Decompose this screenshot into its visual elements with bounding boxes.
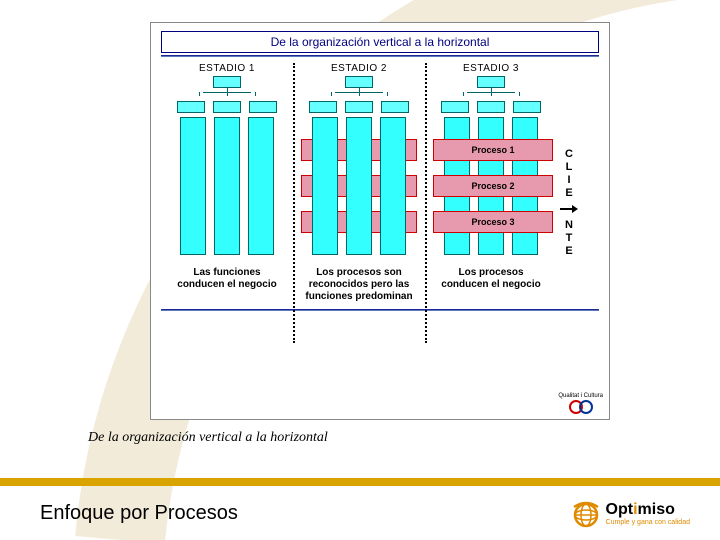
figure-caption: De la organización vertical a la horizon… xyxy=(88,430,328,446)
diagram-frame: De la organización vertical a la horizon… xyxy=(150,22,610,420)
cliente-letter: E xyxy=(565,187,572,200)
vertical-bar xyxy=(346,117,372,255)
tree-child xyxy=(345,101,373,113)
diagram-title: De la organización vertical a la horizon… xyxy=(161,31,599,53)
cliente-letter: L xyxy=(566,161,573,174)
brand-part1: Opt xyxy=(606,501,634,518)
tree-child xyxy=(513,101,541,113)
org-tree xyxy=(441,76,541,113)
stage-3: ESTADIO 3 Proceso 1Proceso 2Proceso 3Los… xyxy=(425,63,557,303)
cliente-letter: E xyxy=(565,245,572,258)
tree-child xyxy=(441,101,469,113)
org-tree xyxy=(309,76,409,113)
tree-root xyxy=(345,76,373,88)
vertical-bar xyxy=(214,117,240,255)
divider-top xyxy=(161,55,599,57)
brand-part2: miso xyxy=(638,501,675,518)
tree-child xyxy=(249,101,277,113)
stage-2: ESTADIO 2 Los procesos son reconocidos p… xyxy=(293,63,425,303)
tree-child xyxy=(309,101,337,113)
stage-label: ESTADIO 3 xyxy=(463,63,519,74)
process-band-2: Proceso 2 xyxy=(433,175,553,197)
stage-1: ESTADIO 1 Las funciones conducen el nego… xyxy=(161,63,293,303)
bars-area xyxy=(305,117,413,257)
tree-child xyxy=(177,101,205,113)
tree-root xyxy=(477,76,505,88)
divider-bottom xyxy=(161,309,599,311)
process-band-1: Proceso 1 xyxy=(433,139,553,161)
stage-caption: Los procesos son reconocidos pero las fu… xyxy=(304,267,414,303)
tree-child xyxy=(213,101,241,113)
footer-bar: Enfoque por Procesos Optimiso Cumple y g… xyxy=(0,486,720,540)
diagram-credit: Qualitat i Cultura xyxy=(558,393,603,417)
vertical-bar xyxy=(312,117,338,255)
vertical-bar xyxy=(180,117,206,255)
tree-child xyxy=(381,101,409,113)
brand-tagline: Cumple y gana con calidad xyxy=(606,519,690,526)
cliente-letter: N xyxy=(565,219,573,232)
bars-area: Proceso 1Proceso 2Proceso 3 xyxy=(437,117,545,257)
cliente-letter: T xyxy=(566,232,573,245)
tree-child xyxy=(477,101,505,113)
stage-label: ESTADIO 2 xyxy=(331,63,387,74)
optimiso-logo: Optimiso Cumple y gana con calidad xyxy=(570,497,690,529)
cliente-letter: I xyxy=(567,174,570,187)
org-tree xyxy=(177,76,277,113)
stage-caption: Las funciones conducen el negocio xyxy=(172,267,282,291)
footer-title: Enfoque por Procesos xyxy=(40,502,238,525)
arrow-right-icon xyxy=(560,201,578,219)
vertical-bar xyxy=(380,117,406,255)
process-band-3: Proceso 3 xyxy=(433,211,553,233)
stage-label: ESTADIO 1 xyxy=(199,63,255,74)
stage-caption: Los procesos conducen el negocio xyxy=(436,267,546,291)
tree-root xyxy=(213,76,241,88)
cliente-column: CLIENTE xyxy=(557,63,581,303)
vertical-bar xyxy=(248,117,274,255)
bars-area xyxy=(173,117,281,257)
cliente-letter: C xyxy=(565,148,573,161)
globe-icon xyxy=(570,497,602,529)
stages-row: ESTADIO 1 Las funciones conducen el nego… xyxy=(161,63,599,303)
